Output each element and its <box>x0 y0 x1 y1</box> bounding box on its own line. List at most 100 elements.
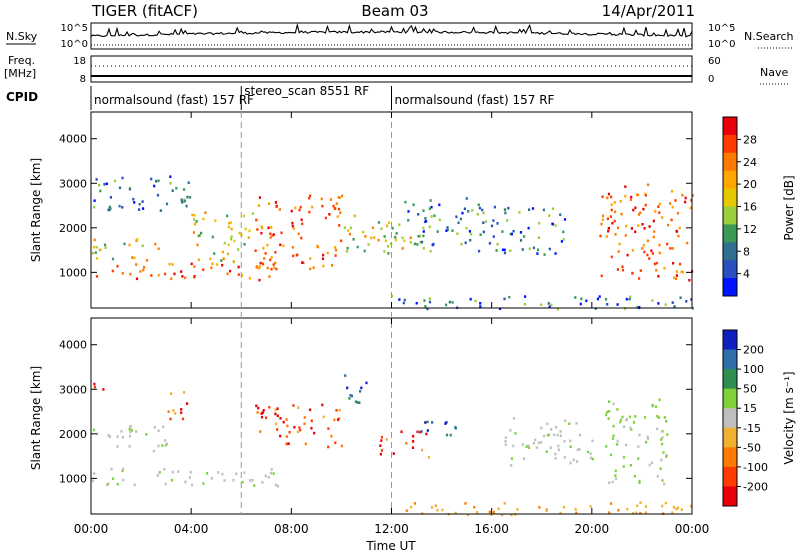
power-cell <box>312 266 315 269</box>
power-cell <box>477 203 480 207</box>
velocity-cell <box>572 458 575 462</box>
velocity-cell <box>272 472 275 475</box>
velocity-cell <box>304 442 307 446</box>
power-cell <box>455 215 458 218</box>
power-cell <box>642 244 645 247</box>
velocity-cell <box>121 436 124 439</box>
time-axis: 00:00 04:00 08:00 12:00 16:00 20:00 00:00 <box>74 112 709 536</box>
power-cell <box>670 189 674 193</box>
velocity-cell <box>528 446 531 449</box>
velocity-cell <box>516 508 519 511</box>
power-cell <box>340 239 343 243</box>
power-cell <box>537 248 540 252</box>
velocity-cell <box>405 509 408 513</box>
velocity-cell <box>322 415 325 419</box>
power-cell <box>635 305 638 309</box>
power-cell <box>690 298 693 301</box>
velocity-cell <box>122 478 125 482</box>
velocity-cell <box>616 408 619 411</box>
power-cell <box>430 215 433 218</box>
power-cell <box>620 212 623 216</box>
power-cell <box>422 230 425 233</box>
velocity-cell <box>425 432 428 436</box>
power-cell <box>653 262 656 266</box>
velocity-cell <box>575 422 578 425</box>
power-cell <box>614 210 617 214</box>
power-cell <box>507 206 510 210</box>
power-cell <box>488 242 491 245</box>
power-cell <box>448 300 451 304</box>
power-cell <box>463 207 466 211</box>
velocity-cell <box>614 474 617 477</box>
velocity-cell <box>274 408 277 412</box>
velocity-cell <box>165 442 168 446</box>
velocity-cell <box>608 511 611 514</box>
power-cell <box>227 225 231 229</box>
power-cell <box>347 229 350 232</box>
power-cell <box>598 295 601 298</box>
velocity-cell <box>638 433 641 437</box>
velocity-cell <box>661 430 664 433</box>
velocity-cell <box>535 446 538 449</box>
power-cell <box>263 257 266 260</box>
power-cell <box>624 234 627 237</box>
power-colorbar-tick-label: 8 <box>743 245 750 258</box>
velocity-colorbar-swatch <box>723 349 737 370</box>
velocity-cell <box>660 438 663 441</box>
velocity-cell <box>232 478 235 482</box>
power-cell <box>398 223 401 226</box>
power-cell <box>222 257 225 261</box>
velocity-cell <box>608 481 611 484</box>
power-cell <box>676 211 680 215</box>
velocity-cell <box>690 504 693 508</box>
power-cell <box>394 238 397 242</box>
velocity-cell <box>426 429 429 432</box>
power-cell <box>173 272 176 276</box>
power-cell <box>139 270 142 273</box>
power-cell <box>280 231 283 235</box>
power-cell <box>255 265 258 268</box>
power-cell <box>601 218 604 221</box>
power-cell <box>629 198 632 201</box>
power-cell <box>256 228 259 231</box>
velocity-cell <box>380 435 383 439</box>
velocity-colorbar-tick-label: 50 <box>743 383 757 396</box>
velocity-cell <box>554 457 557 460</box>
ytick-label: 4000 <box>59 339 87 352</box>
power-cell <box>658 243 661 247</box>
power-cell <box>657 275 660 278</box>
power-cell <box>481 208 484 212</box>
velocity-cell <box>276 428 279 431</box>
power-cell <box>248 277 251 280</box>
velocity-cell <box>454 426 457 429</box>
power-cell <box>111 269 114 273</box>
power-cell <box>209 257 212 261</box>
velocity-cell <box>608 400 611 403</box>
nave-label: Nave <box>760 66 788 79</box>
ytick-label: 2000 <box>59 222 87 235</box>
power-cell <box>542 208 545 212</box>
velocity-cell <box>293 425 296 429</box>
power-colorbar-swatches <box>723 117 737 297</box>
power-cell <box>506 219 509 222</box>
power-cell <box>556 307 559 311</box>
power-cell <box>600 222 603 226</box>
power-cell <box>677 234 680 238</box>
power-cell <box>268 275 271 278</box>
power-cell <box>356 245 359 249</box>
power-cell <box>631 249 635 252</box>
power-cell <box>198 234 201 237</box>
power-cell <box>607 226 610 230</box>
velocity-cell <box>91 479 94 483</box>
power-cell <box>451 229 454 232</box>
power-cell <box>413 242 416 246</box>
velocity-cell <box>135 430 138 433</box>
velocity-cell <box>637 445 640 448</box>
velocity-cell <box>559 430 562 433</box>
power-cell <box>671 301 674 304</box>
velocity-cell <box>504 440 507 443</box>
velocity-cell <box>630 428 633 431</box>
power-cell <box>479 233 482 236</box>
power-cell <box>213 252 216 255</box>
